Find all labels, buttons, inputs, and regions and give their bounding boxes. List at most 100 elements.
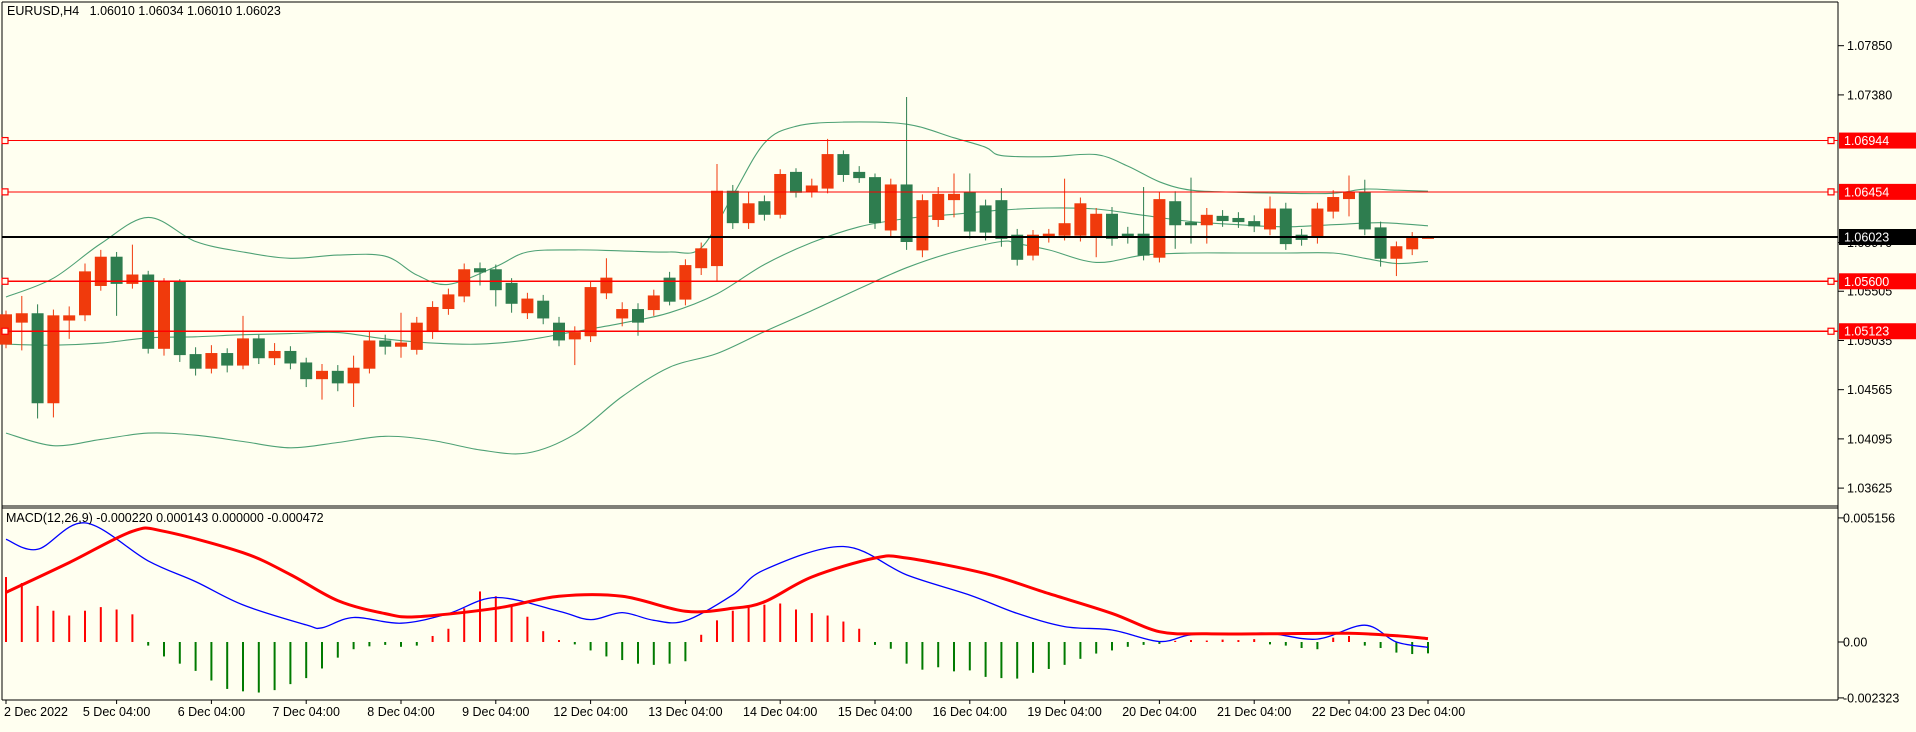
level-line-handle[interactable] xyxy=(1,277,9,285)
candle-body xyxy=(142,274,155,349)
badge-price-label: 1.06023 xyxy=(1844,231,1889,245)
candle-body xyxy=(268,350,281,359)
date-axis-label[interactable]: 20 Dec 04:00 xyxy=(1122,705,1196,719)
price-axis-label: 1.03625 xyxy=(1847,482,1892,496)
date-axis-label[interactable]: 7 Dec 04:00 xyxy=(272,705,339,719)
candle-body xyxy=(979,205,992,233)
candle-body xyxy=(410,322,423,350)
candle-body xyxy=(568,332,581,340)
symbol-title: EURUSD,H4 1.06010 1.06034 1.06010 1.0602… xyxy=(7,4,281,18)
bollinger-upper-band xyxy=(5,121,1429,298)
date-axis-label[interactable]: 21 Dec 04:00 xyxy=(1217,705,1291,719)
candle-body xyxy=(395,342,407,347)
level-price-badge xyxy=(1839,273,1916,290)
level-line-handle[interactable] xyxy=(1,327,9,335)
candle-body xyxy=(1153,199,1166,258)
candle-body xyxy=(932,193,945,221)
candle-body xyxy=(284,350,297,364)
candle-body xyxy=(1169,201,1182,226)
candle-body xyxy=(869,177,881,224)
level-price-badge xyxy=(1839,183,1916,200)
candle-body xyxy=(237,338,249,366)
candle-body xyxy=(489,269,502,291)
badge-price-label: 1.06454 xyxy=(1844,185,1889,199)
level-line-handle[interactable] xyxy=(1827,136,1835,145)
candle-body xyxy=(1358,191,1371,230)
candle-body xyxy=(1248,221,1261,227)
date-axis-label[interactable]: 19 Dec 04:00 xyxy=(1027,705,1101,719)
date-axis-label[interactable]: 8 Dec 04:00 xyxy=(367,705,434,719)
candle-body xyxy=(379,340,392,347)
candle-body xyxy=(948,193,960,201)
macd-signal-line xyxy=(5,526,1429,641)
candle-body xyxy=(1137,233,1150,256)
candle-body xyxy=(1106,213,1118,239)
candle-body xyxy=(995,200,1008,239)
level-line-handle[interactable] xyxy=(1,188,9,196)
candle-body xyxy=(805,185,818,192)
candle-body xyxy=(963,191,976,232)
date-axis-label[interactable]: 2 Dec 2022 xyxy=(4,705,68,719)
candle-body xyxy=(1374,227,1387,259)
candle-body xyxy=(426,306,439,333)
level-line-handle[interactable] xyxy=(1827,327,1835,335)
candle-body xyxy=(221,353,234,366)
date-axis-label[interactable]: 12 Dec 04:00 xyxy=(553,705,627,719)
candle-body xyxy=(1406,236,1419,250)
candle-body xyxy=(1279,208,1292,245)
candle-body xyxy=(853,171,866,179)
candle-body xyxy=(647,295,660,311)
candle-body xyxy=(1311,208,1324,238)
macd-indicator-label: MACD(12,26,9) -0.000220 0.000143 0.00000… xyxy=(6,511,324,525)
candle-body xyxy=(1343,191,1355,200)
candle-body xyxy=(110,256,123,284)
candle-body xyxy=(63,315,76,321)
candle-body xyxy=(1074,203,1087,236)
candle-body xyxy=(695,248,708,269)
candle-body xyxy=(15,313,28,323)
candle-body xyxy=(79,271,91,316)
candle-body xyxy=(363,340,376,369)
date-axis-label[interactable]: 23 Dec 04:00 xyxy=(1391,705,1465,719)
candle-body xyxy=(584,287,597,337)
candle-body xyxy=(537,300,550,319)
macd-axis-label: 0.00 xyxy=(1843,636,1867,650)
candle-body xyxy=(205,353,218,369)
date-axis-label[interactable]: 15 Dec 04:00 xyxy=(838,705,912,719)
candle-body xyxy=(474,268,486,273)
candle-body xyxy=(663,277,676,302)
price-axis-label: 1.07380 xyxy=(1847,88,1892,102)
candle-body xyxy=(31,313,44,404)
date-axis-label[interactable]: 6 Dec 04:00 xyxy=(178,705,245,719)
level-line-handle[interactable] xyxy=(1827,188,1835,196)
date-axis-label[interactable]: 13 Dec 04:00 xyxy=(648,705,722,719)
candle-body xyxy=(126,274,139,284)
candle-body xyxy=(1216,215,1229,222)
candle-body xyxy=(347,367,360,384)
date-axis-label[interactable]: 9 Dec 04:00 xyxy=(462,705,529,719)
candle-body xyxy=(884,184,897,231)
date-axis-label[interactable]: 16 Dec 04:00 xyxy=(933,705,1007,719)
candle-body xyxy=(1185,222,1197,226)
candle-body xyxy=(1327,197,1340,212)
candle-body xyxy=(742,203,755,224)
date-axis-label[interactable]: 22 Dec 04:00 xyxy=(1312,705,1386,719)
level-line-handle[interactable] xyxy=(1827,277,1835,285)
candle-body xyxy=(158,281,170,349)
candle-body xyxy=(331,370,344,384)
level-line-handle[interactable] xyxy=(1,136,9,145)
candle-body xyxy=(726,190,739,224)
macd-axis-label: -0.002323 xyxy=(1843,691,1899,705)
candle-body xyxy=(679,265,692,300)
candle-body xyxy=(632,309,644,323)
date-axis-label[interactable]: 14 Dec 04:00 xyxy=(743,705,817,719)
price-axis-label: 1.07850 xyxy=(1847,39,1892,53)
candle-body xyxy=(711,190,723,267)
badge-price-label: 1.05123 xyxy=(1844,325,1889,339)
candle-body xyxy=(758,201,771,215)
bid-price-badge xyxy=(1839,229,1916,245)
candle-body xyxy=(442,294,455,310)
date-axis-label[interactable]: 5 Dec 04:00 xyxy=(83,705,150,719)
